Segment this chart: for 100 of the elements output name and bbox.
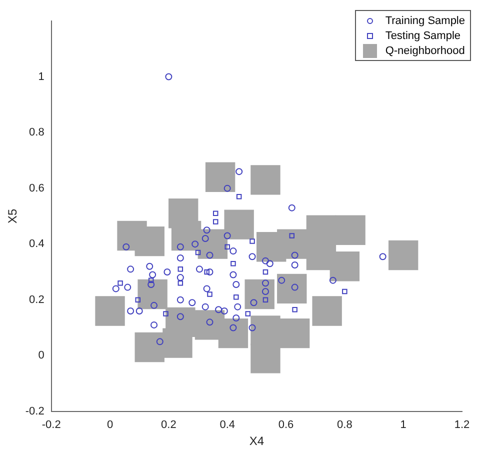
point (262, 280, 269, 287)
point (176, 274, 184, 282)
x-tick-label: 0 (106, 419, 114, 432)
point (250, 238, 255, 244)
point (163, 311, 168, 316)
point (262, 288, 269, 295)
point (224, 184, 231, 192)
point (256, 232, 286, 262)
point (250, 316, 280, 346)
y-tick-label: 0.4 (29, 238, 44, 250)
point (250, 299, 258, 306)
y-tick-label: 0.8 (29, 126, 44, 139)
point (156, 338, 164, 346)
point (171, 220, 202, 251)
point (277, 274, 307, 304)
point (207, 292, 212, 297)
point (149, 271, 156, 278)
x-tick-label: 0.2 (161, 419, 176, 432)
point (280, 318, 310, 348)
point (248, 324, 256, 332)
point (135, 297, 141, 302)
point (112, 285, 120, 292)
point (248, 253, 256, 260)
point (176, 254, 184, 262)
point (146, 262, 154, 270)
point (204, 269, 210, 275)
point (127, 266, 134, 273)
point (379, 253, 386, 260)
point (165, 73, 172, 80)
point (124, 284, 132, 291)
point (95, 296, 125, 326)
point (330, 252, 360, 282)
point (176, 296, 184, 304)
point (292, 306, 298, 312)
point (148, 278, 154, 283)
point (234, 303, 242, 310)
point (192, 240, 199, 248)
point (291, 252, 298, 259)
point (250, 344, 280, 374)
point (224, 232, 231, 240)
point (230, 271, 237, 278)
legend-label: Testing Sample (385, 30, 461, 42)
point (178, 280, 184, 286)
point (150, 321, 158, 328)
point (206, 318, 214, 326)
point (148, 281, 155, 288)
point (195, 250, 201, 256)
point (224, 244, 230, 250)
legend-label: Training Sample (385, 14, 465, 26)
point (212, 219, 218, 224)
point (206, 252, 214, 259)
point (122, 243, 130, 250)
point (329, 276, 336, 284)
point (176, 313, 184, 320)
point (250, 165, 280, 195)
point (164, 268, 171, 276)
point (262, 297, 268, 302)
point (232, 281, 240, 288)
point (134, 332, 164, 362)
point (206, 268, 214, 276)
point (342, 288, 348, 294)
point (212, 210, 218, 216)
point (312, 296, 342, 326)
point (262, 257, 269, 264)
point (230, 260, 236, 266)
point (234, 294, 239, 300)
point (336, 215, 366, 245)
point (266, 260, 274, 268)
point (203, 226, 210, 234)
point (278, 276, 286, 284)
point (291, 262, 298, 268)
point (215, 306, 222, 314)
point (236, 168, 243, 176)
point (118, 280, 123, 286)
x-tick-label: 0.6 (278, 419, 294, 432)
point (288, 204, 296, 212)
y-axis-title: X5 (6, 208, 20, 224)
point (136, 308, 143, 315)
x-tick-label: 1.2 (454, 419, 470, 432)
y-tick-label: 0.2 (29, 294, 44, 306)
point (176, 243, 184, 250)
y-tick-label: 0 (38, 350, 44, 362)
point (134, 226, 164, 256)
point (245, 311, 250, 316)
point (194, 310, 225, 340)
point (205, 162, 236, 192)
point (138, 279, 168, 310)
legend-label: Q-neighborhood (385, 44, 465, 56)
x-tick-label: 0.4 (220, 419, 235, 432)
x-tick-label: 1 (400, 419, 406, 432)
x-axis-title: X4 (249, 434, 264, 448)
point (230, 324, 237, 332)
point (202, 235, 209, 242)
point (203, 285, 210, 292)
point (150, 302, 158, 309)
point (244, 279, 274, 310)
point (178, 266, 184, 272)
point (388, 240, 418, 270)
point (196, 266, 203, 273)
point (224, 210, 254, 240)
